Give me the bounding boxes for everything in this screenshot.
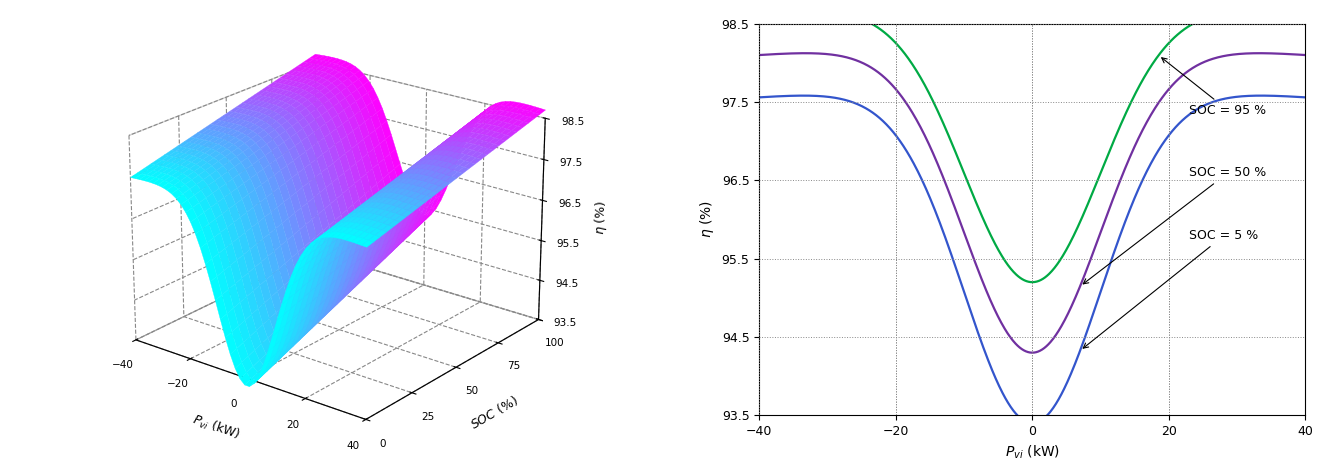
Y-axis label: $\eta$ (%): $\eta$ (%) [698, 201, 717, 238]
Y-axis label: $SOC$ (%): $SOC$ (%) [468, 392, 521, 432]
X-axis label: $P_{vi}$ (kW): $P_{vi}$ (kW) [190, 412, 242, 443]
X-axis label: $P_{vi}$ (kW): $P_{vi}$ (kW) [1004, 444, 1060, 461]
Text: SOC = 5 %: SOC = 5 % [1083, 229, 1259, 348]
Text: SOC = 95 %: SOC = 95 % [1162, 58, 1267, 117]
Text: SOC = 50 %: SOC = 50 % [1083, 167, 1267, 284]
